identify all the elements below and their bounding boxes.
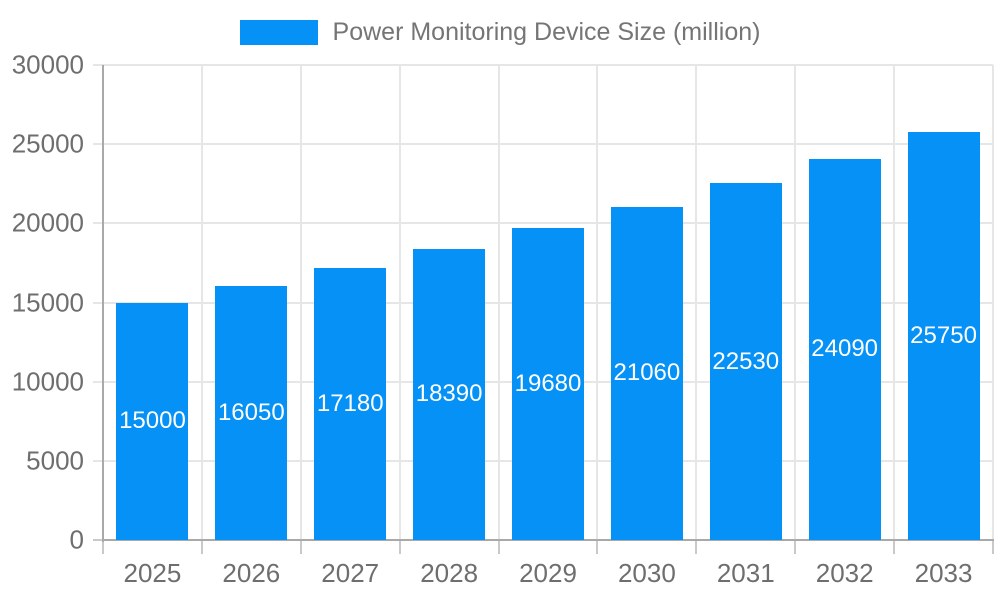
x-gridline <box>695 65 698 540</box>
x-gridline <box>992 65 994 540</box>
y-tick-label: 15000 <box>11 287 84 317</box>
x-gridline <box>893 65 896 540</box>
bar <box>116 302 189 540</box>
bar-value-label: 16050 <box>217 398 285 426</box>
bar <box>907 132 980 540</box>
x-axis-tick <box>497 540 500 554</box>
x-tick-label: 2031 <box>716 558 775 588</box>
x-axis-tick <box>200 540 203 554</box>
x-gridline <box>794 65 797 540</box>
y-gridline <box>93 222 993 225</box>
x-tick-label: 2029 <box>519 558 577 588</box>
x-tick-label: 2032 <box>815 558 874 588</box>
y-gridline <box>93 143 993 146</box>
bar-value-label: 19680 <box>514 370 582 398</box>
x-axis-tick <box>596 540 599 554</box>
x-axis-line <box>102 539 994 541</box>
bar-value-label: 24090 <box>811 335 879 363</box>
x-gridline <box>398 65 401 540</box>
bar <box>808 158 881 540</box>
bar <box>610 206 683 540</box>
x-gridline <box>497 65 500 540</box>
y-tick-label: 20000 <box>11 207 84 238</box>
bar <box>709 183 782 540</box>
x-gridline <box>596 65 599 540</box>
y-tick-label: 30000 <box>11 49 84 80</box>
bar-value-label: 18390 <box>415 380 483 408</box>
x-tick-label: 2025 <box>123 558 182 588</box>
bar-value-label: 21060 <box>613 359 681 387</box>
y-tick-label: 25000 <box>11 128 84 159</box>
legend-label: Power Monitoring Device Size (million) <box>332 17 761 46</box>
x-tick-label: 2030 <box>617 558 676 588</box>
y-axis-tick <box>93 539 103 541</box>
x-axis-tick <box>992 540 994 554</box>
bar <box>215 285 288 540</box>
x-tick-label: 2027 <box>321 558 380 588</box>
x-gridline <box>299 65 302 540</box>
y-tick-label: 5000 <box>26 445 84 476</box>
y-axis-line <box>102 65 104 542</box>
legend-item[interactable]: Power Monitoring Device Size (million) <box>0 16 1000 48</box>
bar-value-label: 17180 <box>316 389 384 417</box>
x-axis-tick <box>299 540 302 554</box>
x-tick-label: 2026 <box>222 558 281 588</box>
bar-value-label: 22530 <box>712 347 780 375</box>
x-axis-tick <box>102 540 104 554</box>
x-tick-label: 2028 <box>420 558 479 588</box>
bar <box>512 228 584 540</box>
legend-swatch-icon <box>239 19 318 45</box>
x-axis-tick <box>893 540 896 554</box>
x-axis-tick <box>695 540 698 554</box>
y-tick-label: 0 <box>69 524 84 555</box>
y-gridline <box>93 64 993 66</box>
x-tick-label: 2033 <box>914 558 973 588</box>
bar-value-label: 15000 <box>119 407 186 435</box>
bar <box>413 248 486 540</box>
x-gridline <box>200 65 203 540</box>
bar-value-label: 25750 <box>910 322 977 350</box>
x-axis-tick <box>398 540 401 554</box>
x-axis-tick <box>794 540 797 554</box>
y-tick-label: 10000 <box>11 366 84 397</box>
bar <box>314 267 387 540</box>
